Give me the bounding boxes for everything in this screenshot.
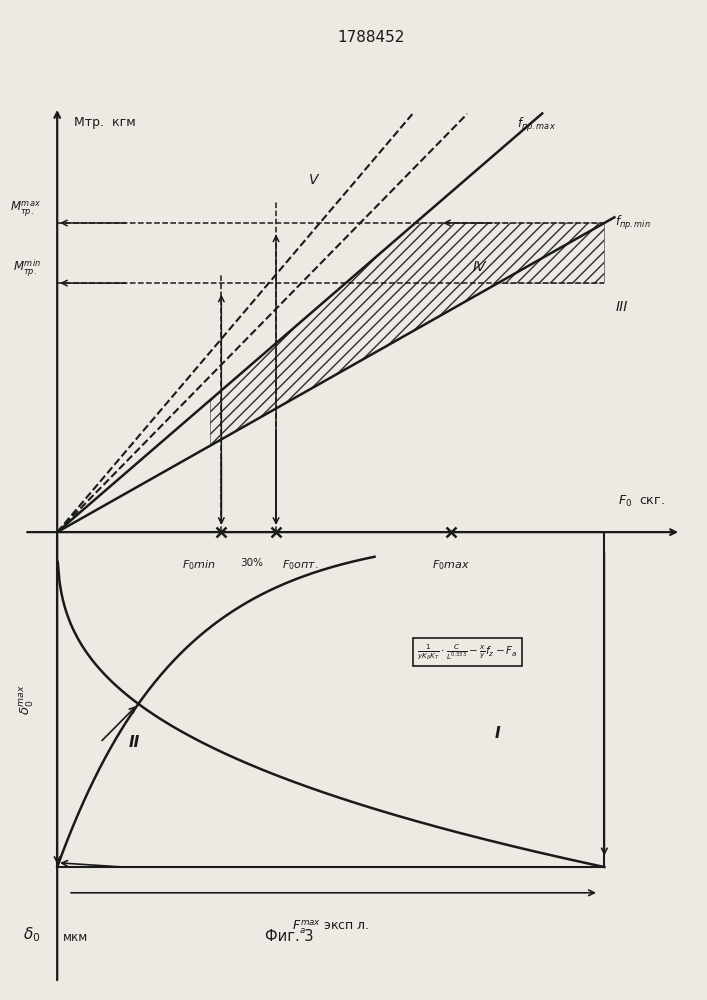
Text: Мтр.  кгм: Мтр. кгм: [74, 116, 135, 129]
Text: $\frac{1}{yK_\delta K_T}\cdot\frac{C}{L^{0.333}}-\frac{x}{y}f_z-F_a$: $\frac{1}{yK_\delta K_T}\cdot\frac{C}{L^…: [417, 643, 518, 662]
Text: $F_0$  скг.: $F_0$ скг.: [618, 493, 665, 509]
Text: V: V: [309, 173, 318, 187]
Text: 30%: 30%: [240, 558, 264, 568]
Text: $M_{тр.}^{max}$: $M_{тр.}^{max}$: [10, 199, 41, 219]
Text: $F_a^{max}$ эксп л.: $F_a^{max}$ эксп л.: [292, 919, 370, 936]
Text: $F_0опт.$: $F_0опт.$: [281, 558, 318, 572]
Text: $f_{пр.max}$: $f_{пр.max}$: [517, 116, 556, 134]
Text: Фиг. 3: Фиг. 3: [265, 929, 314, 944]
Text: I: I: [495, 726, 501, 741]
Text: 1788452: 1788452: [337, 30, 405, 45]
Text: $\delta_0$: $\delta_0$: [23, 926, 41, 944]
Text: $M_{тр.}^{min}$: $M_{тр.}^{min}$: [13, 257, 41, 279]
Text: мкм: мкм: [63, 931, 88, 944]
Text: $\delta_0^{max}$: $\delta_0^{max}$: [18, 684, 36, 715]
Text: $F_0min$: $F_0min$: [182, 558, 216, 572]
Text: IV: IV: [473, 260, 486, 274]
Text: $F_0max$: $F_0max$: [432, 558, 470, 572]
Text: II: II: [129, 735, 139, 750]
Text: $f_{пр.min}$: $f_{пр.min}$: [615, 214, 651, 232]
Text: III: III: [615, 300, 628, 314]
